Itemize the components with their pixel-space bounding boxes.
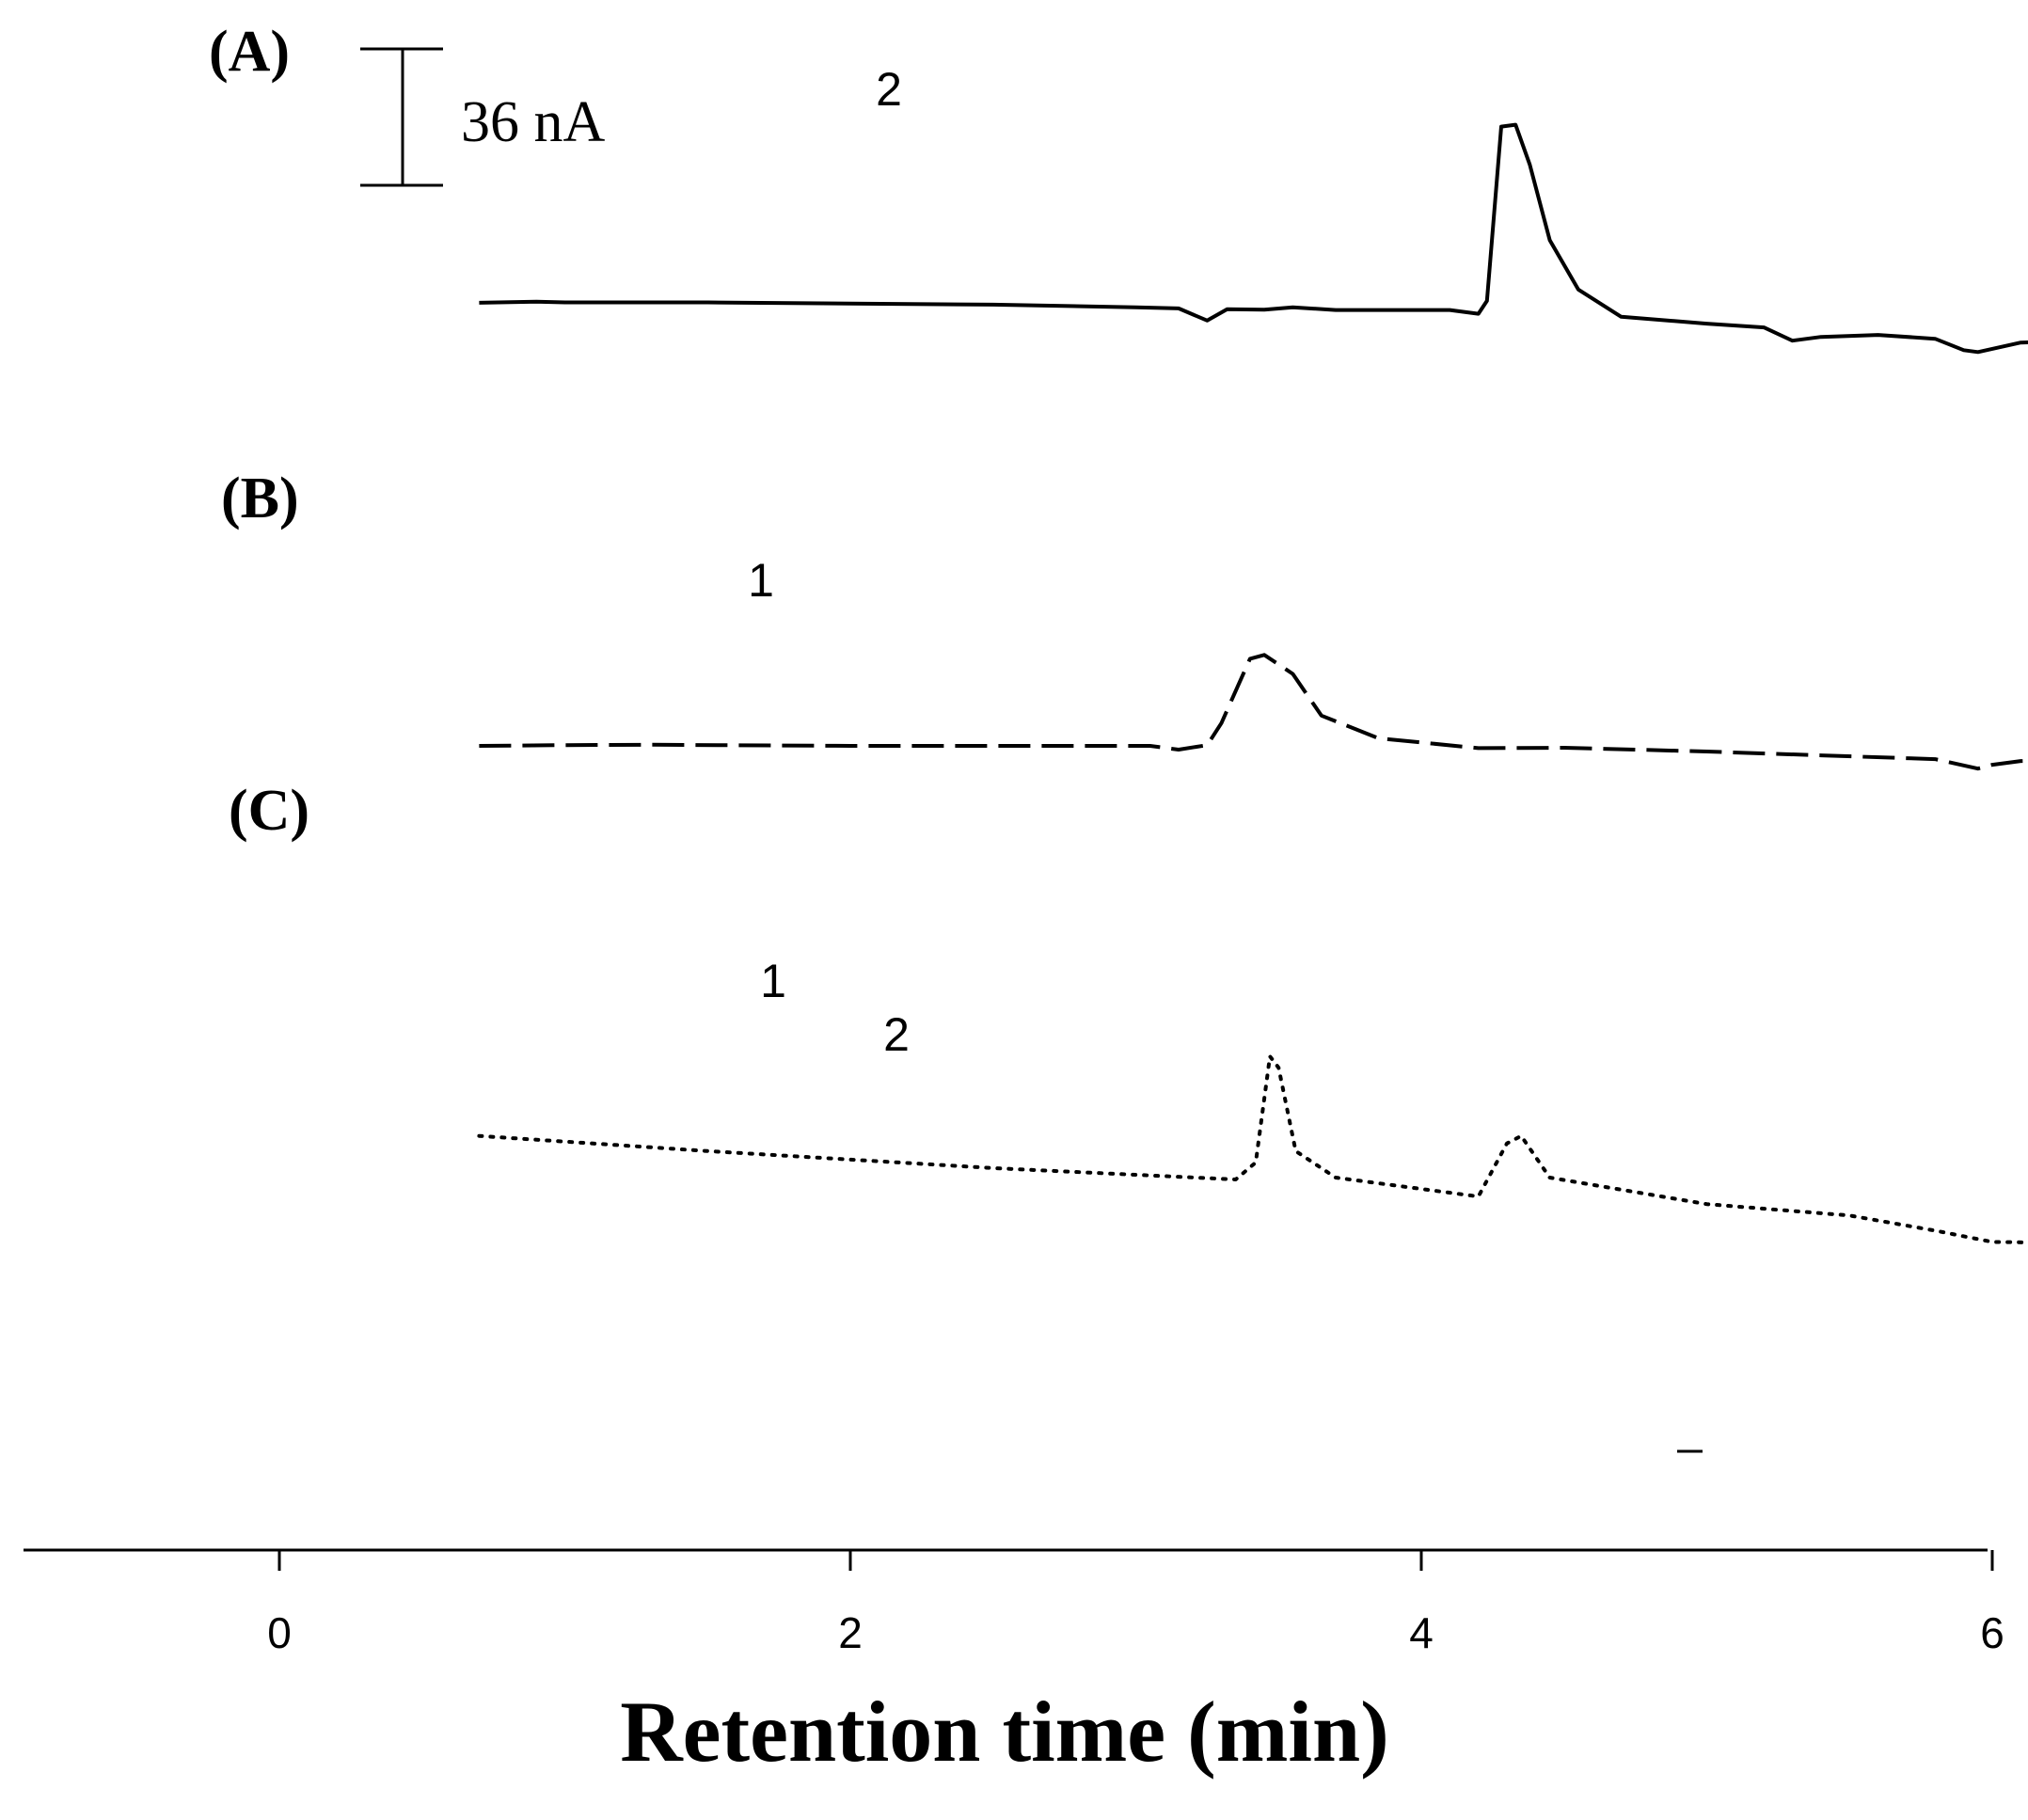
trace-b [479, 653, 2028, 771]
trace-a [479, 122, 2028, 355]
trace-c [477, 1054, 2028, 1244]
panel-label-b: (B) [221, 467, 299, 530]
x-tick-label-4: 4 [1409, 1608, 1434, 1657]
panel-label-c: (C) [229, 779, 309, 843]
scale-bar: 36 nA [360, 47, 606, 187]
x-tick-label-2: 2 [838, 1608, 863, 1657]
x-axis: 024681012 [24, 1548, 2004, 1657]
scale-bar-label: 36 nA [461, 90, 606, 154]
panel-label-a: (A) [209, 20, 290, 84]
peak-label-b-1: 1 [748, 554, 774, 607]
peak-label-c-1: 1 [760, 955, 786, 1007]
peak-label-a-2: 2 [876, 63, 902, 116]
peak-label-c-2: 2 [883, 1008, 910, 1061]
x-tick-label-0: 0 [267, 1608, 292, 1657]
x-tick-label-6: 6 [1980, 1608, 2004, 1657]
traces [477, 122, 2028, 1244]
x-axis-title: Retention time (min) [620, 1684, 1389, 1780]
